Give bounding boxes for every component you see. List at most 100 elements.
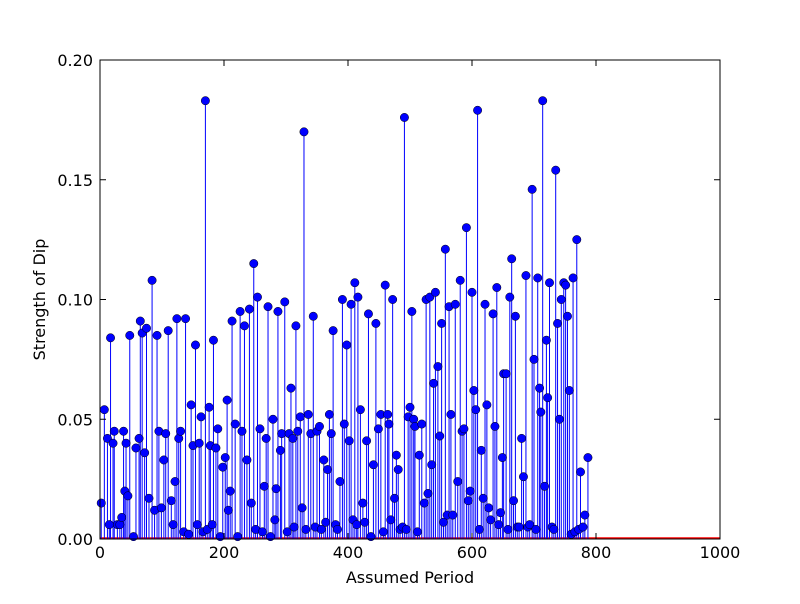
stem-marker [204, 402, 214, 412]
stem-marker [299, 127, 309, 137]
stem-marker [430, 287, 440, 297]
stem-marker [227, 316, 237, 326]
stem-marker [244, 304, 254, 314]
stem-marker [390, 493, 399, 503]
stem-marker [119, 426, 129, 436]
stem-marker [572, 235, 582, 245]
stem-marker [391, 450, 401, 460]
stem-marker [280, 297, 290, 307]
stem-marker [564, 386, 574, 395]
stem-marker [106, 333, 115, 343]
stem-marker [461, 223, 471, 233]
stem-marker [364, 309, 373, 319]
stem-marker [121, 438, 131, 448]
y-tick-label: 0.20 [57, 51, 93, 70]
stem-marker [568, 273, 578, 283]
y-tick-label: 0.05 [57, 410, 93, 429]
stem-marker [257, 527, 267, 537]
stem-marker [417, 419, 427, 429]
stem-marker [220, 453, 230, 463]
stem-marker [448, 510, 458, 520]
stem-marker [131, 443, 141, 453]
stem-marker [335, 477, 345, 486]
stem-marker [301, 524, 311, 534]
stem-marker [192, 520, 202, 530]
stem-marker [561, 280, 571, 290]
stem-marker [388, 295, 398, 304]
stem-marker [295, 412, 305, 422]
stem-marker [435, 431, 445, 441]
stem-marker [339, 419, 349, 429]
stem-marker [161, 429, 171, 439]
stem-marker [440, 244, 450, 254]
stem-marker [509, 496, 518, 506]
stem-marker [549, 524, 559, 534]
stem-marker [545, 278, 554, 288]
stem-marker [99, 405, 109, 415]
stem-marker [156, 503, 166, 513]
stem-marker [249, 259, 259, 269]
stem-marker [117, 512, 127, 522]
stem-marker [563, 311, 572, 321]
stem-marker [368, 460, 378, 470]
stem-marker [328, 326, 338, 336]
stem-marker [553, 319, 563, 328]
stem-marker [242, 455, 252, 465]
stem-marker [541, 335, 551, 345]
stem-marker [371, 319, 381, 328]
stem-marker [316, 524, 326, 534]
stem-marker [380, 280, 390, 290]
stem-marker [507, 254, 517, 264]
stem-marker [497, 453, 507, 463]
stem-marker [525, 520, 535, 530]
stem-marker [225, 486, 235, 496]
stem-marker [538, 96, 548, 106]
stem-marker [414, 450, 424, 460]
stem-marker [476, 445, 486, 455]
stem-marker [496, 508, 505, 518]
stem-marker [346, 299, 356, 309]
stem-marker [303, 410, 313, 419]
stem-marker [129, 532, 138, 542]
stem-marker [266, 532, 275, 542]
stem-marker [393, 465, 403, 474]
stem-marker [230, 419, 240, 429]
stem-marker [337, 295, 347, 304]
stem-marker [386, 515, 396, 525]
stem-marker [366, 532, 376, 542]
stem-marker [412, 527, 422, 537]
stem-marker [505, 292, 515, 302]
stem-marker [459, 424, 469, 434]
stem-marker [358, 498, 368, 508]
stem-marker [450, 299, 460, 309]
stem-marker [531, 524, 541, 534]
stem-marker [383, 410, 393, 419]
stem-marker [554, 414, 564, 424]
stem-marker [271, 484, 281, 494]
stem-marker [527, 184, 537, 194]
stem-marker [291, 321, 301, 331]
stem-marker [109, 426, 119, 436]
stem-marker [259, 481, 269, 491]
stem-marker [240, 321, 249, 331]
stem-marker [200, 96, 210, 106]
stem-marker [494, 520, 504, 530]
y-tick-label: 0.00 [57, 530, 93, 549]
stem-marker [326, 429, 336, 439]
stem-marker [184, 529, 194, 539]
stem-marker [261, 433, 271, 443]
stem-marker [168, 520, 178, 530]
stem-marker [503, 524, 513, 534]
stem-marker [253, 292, 262, 302]
stem-marker [453, 477, 463, 486]
stem-marker [536, 407, 546, 417]
stem-marker [286, 383, 296, 393]
stem-marker [319, 455, 329, 465]
stem-marker [405, 402, 415, 412]
stem-marker [521, 271, 531, 280]
stem-marker [176, 426, 186, 436]
stem-marker [427, 460, 437, 470]
stem-marker [181, 314, 191, 324]
stem-marker [362, 436, 372, 446]
stem-marker [350, 278, 360, 288]
